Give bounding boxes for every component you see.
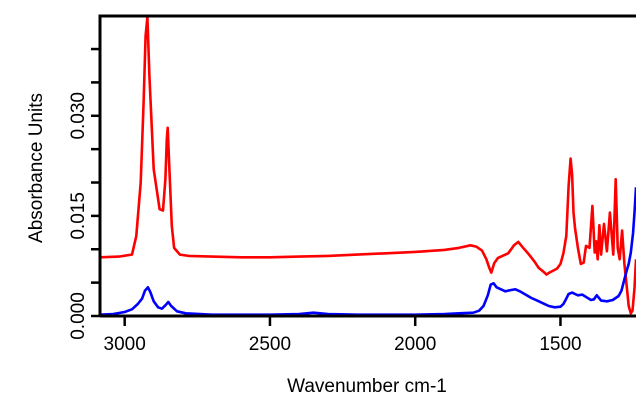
series-line-1: [100, 16, 636, 315]
axes-layer: 0.000 0.015 0.030 3000 2500 2000 1500: [68, 14, 636, 355]
x-tick-label: 1500: [539, 334, 581, 355]
series-line-2: [100, 187, 636, 316]
y-tick-label: 0.030: [68, 92, 89, 140]
x-tick-label: 3000: [104, 334, 146, 355]
x-axis-title: Wavenumber cm-1: [287, 376, 447, 397]
series-layer: [100, 16, 636, 316]
x-tick-label: 2500: [249, 334, 291, 355]
y-tick-label: 0.000: [68, 292, 89, 340]
x-tick-label: 2000: [394, 334, 436, 355]
y-tick-label: 0.015: [68, 192, 89, 240]
y-axis-title: Absorbance Units: [26, 93, 47, 243]
